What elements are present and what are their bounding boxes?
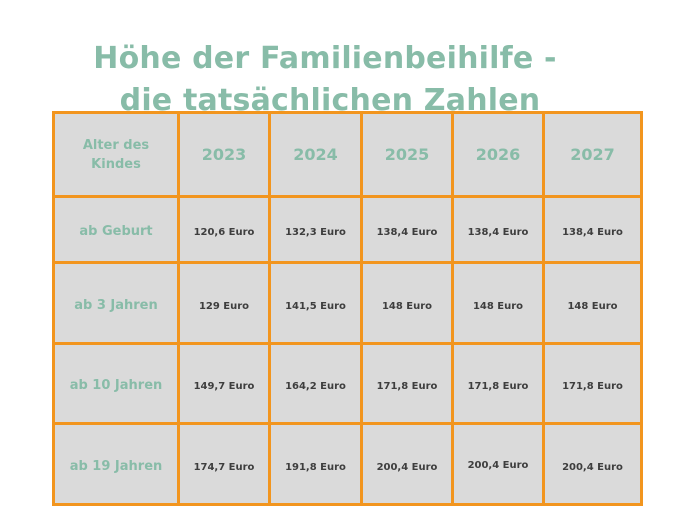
value-cell: 171,8 Euro xyxy=(542,342,643,425)
header-cell-year: 2024 xyxy=(268,111,363,198)
row-label: ab 3 Jahren xyxy=(74,297,158,313)
year-label: 2027 xyxy=(570,145,615,164)
row-label-cell: ab 10 Jahren xyxy=(52,342,180,425)
value: 138,4 Euro xyxy=(376,227,438,238)
value-cell: 149,7 Euro xyxy=(177,342,271,425)
year-label: 2023 xyxy=(201,145,247,164)
value: 132,3 Euro xyxy=(285,227,346,238)
value-cell: 148 Euro xyxy=(451,261,545,345)
value-cell: 132,3 Euro xyxy=(268,195,363,264)
value-cell: 200,4 Euro xyxy=(360,422,454,506)
value: 138,4 Euro xyxy=(467,227,529,238)
value-cell: 148 Euro xyxy=(542,261,643,345)
value-cell: 138,4 Euro xyxy=(542,195,643,264)
year-label: 2026 xyxy=(475,145,521,164)
value-cell: 171,8 Euro xyxy=(360,342,454,425)
value: 200,4 Euro xyxy=(467,459,529,471)
year-label: 2025 xyxy=(384,145,430,164)
value: 191,8 Euro xyxy=(285,461,346,473)
header-cell-age: Alter des Kindes xyxy=(52,111,180,198)
value: 148 Euro xyxy=(567,300,618,312)
row-label-cell: ab 19 Jahren xyxy=(52,422,180,506)
value-cell: 191,8 Euro xyxy=(268,422,363,506)
value: 171,8 Euro xyxy=(376,381,438,392)
row-label-cell: ab 3 Jahren xyxy=(52,261,180,345)
value: 200,4 Euro xyxy=(376,461,438,473)
value-cell: 129 Euro xyxy=(177,261,271,345)
age-header-line-2: Kindes xyxy=(91,156,141,172)
value: 148 Euro xyxy=(472,300,524,312)
value: 120,6 Euro xyxy=(193,227,255,238)
value-cell: 200,4 Euro xyxy=(451,422,545,506)
value-cell: 120,6 Euro xyxy=(177,195,271,264)
age-header-line-1: Alter des xyxy=(82,137,150,153)
value: 148 Euro xyxy=(381,300,433,312)
age-header-label: Alter des Kindes xyxy=(55,136,177,174)
table-row: ab Geburt 120,6 Euro 132,3 Euro 138,4 Eu… xyxy=(52,195,643,264)
value-cell: 164,2 Euro xyxy=(268,342,363,425)
value: 129 Euro xyxy=(198,300,250,312)
value: 200,4 Euro xyxy=(562,461,623,473)
value-cell: 200,4 Euro xyxy=(542,422,643,506)
familienbeihilfe-table: Alter des Kindes 2023 2024 2025 2026 202… xyxy=(52,111,643,506)
table-row: ab 19 Jahren 174,7 Euro 191,8 Euro 200,4… xyxy=(52,422,643,506)
header-cell-year: 2027 xyxy=(542,111,643,198)
title-line-1: Höhe der Familienbeihilfe - xyxy=(93,41,557,77)
year-label: 2024 xyxy=(293,145,338,164)
header-cell-year: 2026 xyxy=(451,111,545,198)
header-row: Alter des Kindes 2023 2024 2025 2026 202… xyxy=(52,111,643,198)
value: 141,5 Euro xyxy=(285,300,346,312)
row-label: ab Geburt xyxy=(79,224,153,239)
value: 174,7 Euro xyxy=(193,461,255,473)
value: 171,8 Euro xyxy=(562,381,623,392)
value-cell: 141,5 Euro xyxy=(268,261,363,345)
header-cell-year: 2025 xyxy=(360,111,454,198)
value-cell: 148 Euro xyxy=(360,261,454,345)
row-label: ab 10 Jahren xyxy=(69,378,163,393)
value-cell: 138,4 Euro xyxy=(451,195,545,264)
value-cell: 138,4 Euro xyxy=(360,195,454,264)
value: 171,8 Euro xyxy=(467,381,529,392)
value: 164,2 Euro xyxy=(285,381,346,392)
row-label: ab 19 Jahren xyxy=(69,458,163,474)
value-cell: 174,7 Euro xyxy=(177,422,271,506)
value: 149,7 Euro xyxy=(193,381,255,392)
value-cell: 171,8 Euro xyxy=(451,342,545,425)
header-cell-year: 2023 xyxy=(177,111,271,198)
value: 138,4 Euro xyxy=(562,227,623,238)
row-label-cell: ab Geburt xyxy=(52,195,180,264)
table-row: ab 10 Jahren 149,7 Euro 164,2 Euro 171,8… xyxy=(52,342,643,425)
table-row: ab 3 Jahren 129 Euro 141,5 Euro 148 Euro… xyxy=(52,261,643,345)
page-title: Höhe der Familienbeihilfe - die tatsächl… xyxy=(0,38,650,122)
